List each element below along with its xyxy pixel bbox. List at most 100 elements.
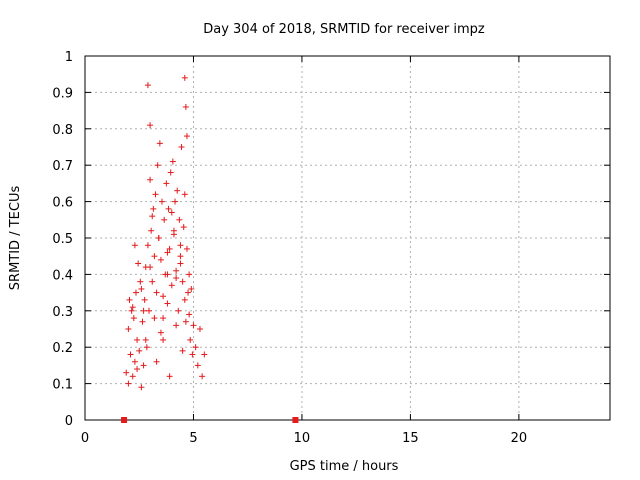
data-point xyxy=(166,373,173,380)
plot-frame xyxy=(84,55,611,421)
data-point xyxy=(192,344,199,351)
data-point xyxy=(157,256,164,263)
data-point xyxy=(187,336,194,343)
x-tick-label: 15 xyxy=(402,431,419,446)
data-point xyxy=(201,351,208,358)
data-point xyxy=(143,344,150,351)
data-point xyxy=(172,198,179,205)
y-tick-label: 1 xyxy=(65,50,73,65)
data-point xyxy=(132,289,139,296)
tick-labels: 00.10.20.30.40.50.60.70.80.910 5 10 15 20 xyxy=(52,50,527,446)
data-point xyxy=(149,213,156,220)
data-point xyxy=(125,380,132,387)
y-tick-label: 0.2 xyxy=(52,341,73,356)
data-point xyxy=(136,347,143,354)
data-point xyxy=(129,304,136,311)
y-tick-label: 0.5 xyxy=(52,232,73,247)
data-point xyxy=(168,209,175,216)
data-point xyxy=(138,384,145,391)
data-point xyxy=(135,260,142,267)
data-point xyxy=(144,82,151,89)
x-tick-label: 10 xyxy=(294,431,311,446)
data-point xyxy=(182,318,189,325)
data-point xyxy=(173,275,180,282)
data-points xyxy=(121,74,299,423)
data-point xyxy=(142,336,149,343)
data-point xyxy=(125,326,132,332)
data-point xyxy=(123,369,130,376)
data-point xyxy=(173,267,180,274)
data-point xyxy=(186,271,193,278)
data-point xyxy=(196,326,203,332)
data-point xyxy=(181,74,188,81)
data-point xyxy=(151,315,158,322)
data-point xyxy=(175,307,182,314)
data-point xyxy=(147,122,154,129)
data-point xyxy=(134,336,141,343)
data-point xyxy=(160,293,167,300)
data-point xyxy=(186,311,193,318)
data-point xyxy=(140,307,147,314)
x-tick-label: 20 xyxy=(511,431,528,446)
data-point xyxy=(140,362,147,369)
data-point xyxy=(153,289,160,296)
data-point xyxy=(138,285,145,292)
axes xyxy=(84,55,611,421)
data-point xyxy=(179,278,186,285)
data-point xyxy=(169,158,176,165)
data-point xyxy=(163,180,170,187)
data-point xyxy=(154,162,161,169)
data-point xyxy=(170,231,177,238)
data-point xyxy=(144,242,151,249)
data-point xyxy=(167,169,174,176)
data-point xyxy=(194,362,201,369)
x-tick-label: 0 xyxy=(81,431,89,446)
data-point xyxy=(128,307,135,314)
data-point xyxy=(165,205,172,212)
data-point xyxy=(152,191,159,198)
data-point xyxy=(159,198,166,205)
data-point xyxy=(155,235,162,241)
data-point xyxy=(137,278,144,285)
data-point xyxy=(177,242,184,249)
data-point xyxy=(160,336,167,343)
data-point xyxy=(180,224,187,231)
y-tick-label: 0.1 xyxy=(52,378,73,393)
data-point xyxy=(131,242,138,249)
gap-marker xyxy=(121,417,128,423)
x-tick-label: 5 xyxy=(189,431,197,446)
chart-title: Day 304 of 2018, SRMTID for receiver imp… xyxy=(203,22,485,37)
data-point xyxy=(141,296,148,303)
data-point xyxy=(149,278,156,285)
data-point xyxy=(168,282,175,289)
data-point xyxy=(176,216,183,223)
data-point xyxy=(131,358,138,365)
data-point xyxy=(183,245,190,252)
gap-marker xyxy=(292,417,299,423)
data-point xyxy=(199,373,206,380)
y-tick-label: 0.8 xyxy=(52,123,73,138)
y-tick-label: 0.7 xyxy=(52,159,73,174)
data-point xyxy=(183,133,190,140)
data-point xyxy=(156,140,163,147)
data-point xyxy=(164,300,171,307)
y-tick-label: 0.3 xyxy=(52,305,73,320)
data-point xyxy=(181,296,188,303)
data-point xyxy=(178,144,185,150)
y-tick-label: 0.4 xyxy=(52,268,73,283)
y-tick-label: 0.6 xyxy=(52,196,73,211)
y-axis-label: SRMTID / TECUs xyxy=(8,186,23,291)
data-point xyxy=(151,253,158,260)
data-point xyxy=(134,366,141,373)
data-point xyxy=(188,285,195,292)
data-point xyxy=(179,347,186,354)
data-point xyxy=(174,187,181,194)
grid-lines xyxy=(85,56,610,420)
data-point xyxy=(182,103,189,110)
data-point xyxy=(177,260,184,267)
data-point xyxy=(126,296,133,303)
data-point xyxy=(150,205,157,212)
data-point xyxy=(127,351,134,358)
data-point xyxy=(189,351,196,358)
